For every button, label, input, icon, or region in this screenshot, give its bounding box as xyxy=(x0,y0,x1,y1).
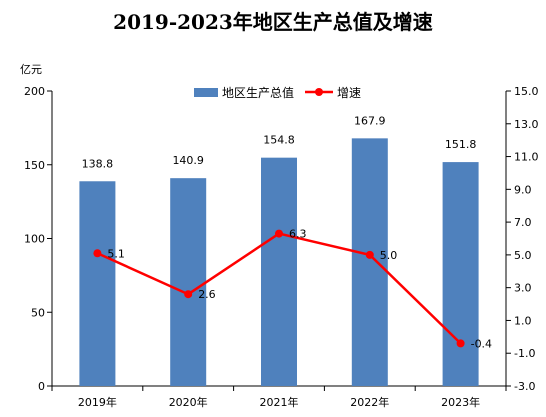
line-data-label: 2.6 xyxy=(198,288,216,301)
bar xyxy=(170,178,207,386)
legend-line-marker xyxy=(315,88,323,96)
left-tick-label: 150 xyxy=(24,159,45,172)
legend: 地区生产总值 增速 xyxy=(194,85,361,100)
bar xyxy=(79,181,116,386)
bar-data-label: 138.8 xyxy=(82,157,114,170)
line-point xyxy=(275,229,283,238)
legend-bar-swatch xyxy=(194,88,218,97)
bar-data-label: 154.8 xyxy=(263,134,295,147)
line-point xyxy=(365,250,374,259)
right-tick-label: 1.0 xyxy=(514,314,532,327)
legend-bar-label: 地区生产总值 xyxy=(222,85,294,100)
x-tick-label: 2022年 xyxy=(350,395,389,409)
right-tick-label: 13.0 xyxy=(514,118,539,131)
line-data-label: 6.3 xyxy=(289,228,307,241)
left-tick-label: 100 xyxy=(24,233,45,246)
bar-data-label: 140.9 xyxy=(172,154,204,167)
right-tick-label: 11.0 xyxy=(514,151,539,164)
right-tick-label: 7.0 xyxy=(514,216,532,229)
right-tick-label: 9.0 xyxy=(514,183,532,196)
right-tick-label: 3.0 xyxy=(514,282,532,295)
bar-data-label: 167.9 xyxy=(354,114,386,127)
line-point xyxy=(184,290,193,299)
x-tick-label: 2019年 xyxy=(78,395,117,409)
x-tick-label: 2023年 xyxy=(441,395,480,409)
line-point xyxy=(456,339,465,348)
line-data-label: -0.4 xyxy=(471,337,492,350)
line-data-label: 5.1 xyxy=(107,247,125,260)
bar-data-label: 151.8 xyxy=(445,138,477,151)
left-tick-label: 200 xyxy=(24,85,45,98)
y-axis-unit-label: 亿元 xyxy=(20,63,42,76)
bar-series: 138.8 140.9 154.8 167.9 151.8 xyxy=(79,114,479,386)
right-tick-label: 5.0 xyxy=(514,249,532,262)
bar xyxy=(261,157,297,386)
x-tick-label: 2021年 xyxy=(260,395,299,409)
left-tick-label: 0 xyxy=(38,380,45,393)
chart-title: 2019-2023年地区生产总值及增速 xyxy=(113,10,433,34)
bar xyxy=(442,162,479,386)
x-tick-label: 2020年 xyxy=(169,395,208,409)
line-series: 5.1 2.6 6.3 5.0 -0.4 xyxy=(93,228,492,350)
left-tick-label: 50 xyxy=(31,306,45,319)
right-tick-label: -1.0 xyxy=(514,347,535,360)
right-tick-label: 15.0 xyxy=(514,85,539,98)
right-tick-label: -3.0 xyxy=(514,380,535,393)
line-data-label: 5.0 xyxy=(380,249,398,262)
axes: 0 50 100 150 200 -3.0 -1.0 1.0 3.0 5.0 7.0 9.0 11.0 1… xyxy=(24,85,539,409)
bar xyxy=(351,138,388,386)
legend-line-label: 增速 xyxy=(337,86,361,100)
line-point xyxy=(93,249,102,258)
